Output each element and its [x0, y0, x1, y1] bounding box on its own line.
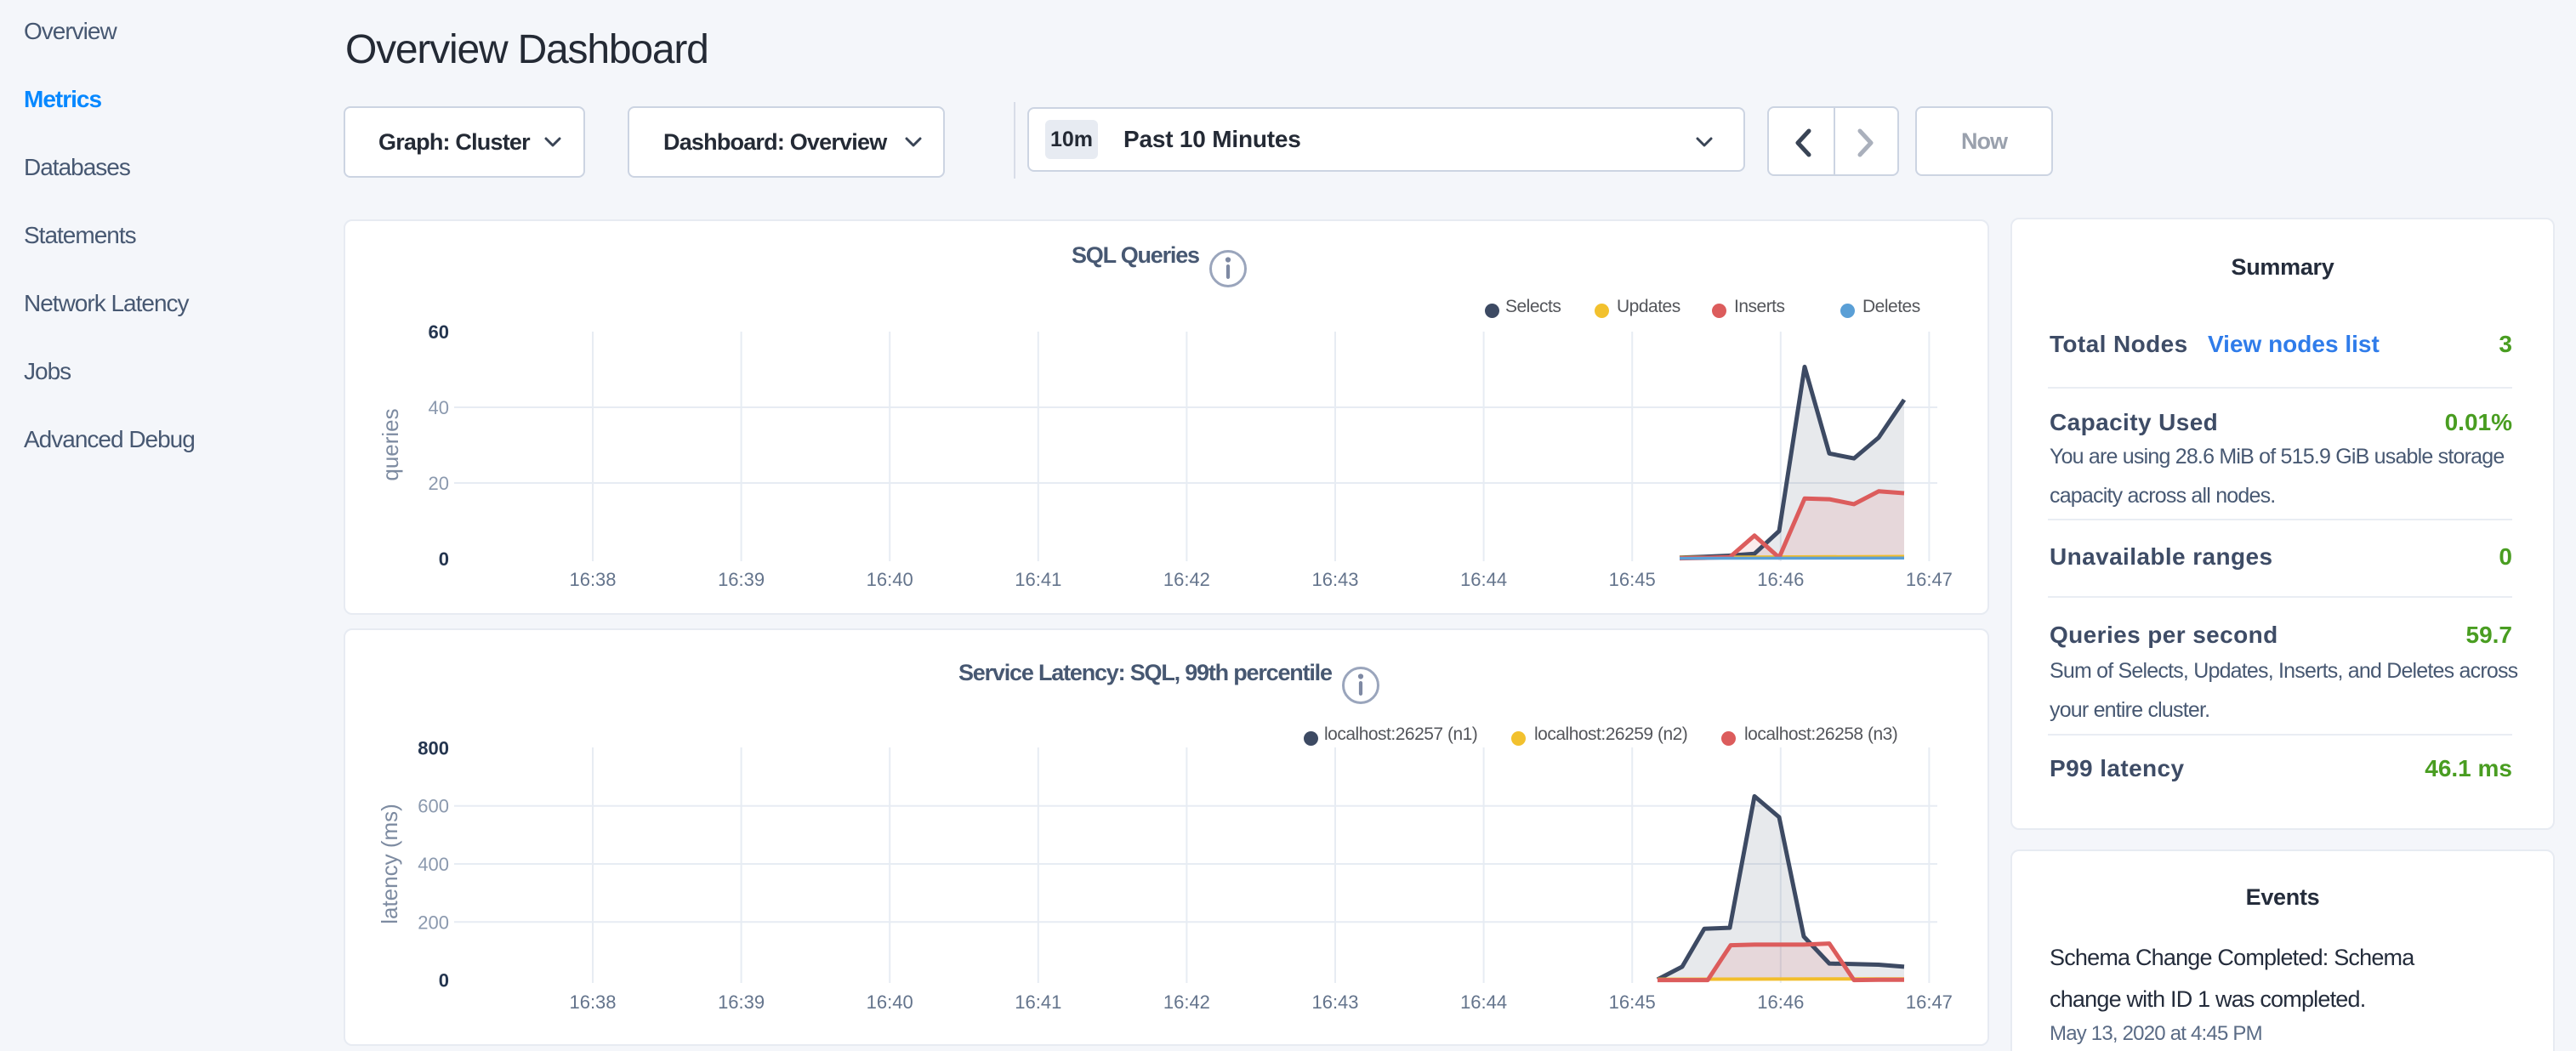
svg-text:400: 400 [418, 854, 449, 875]
svg-text:16:47: 16:47 [1906, 991, 1953, 1013]
svg-text:16:44: 16:44 [1460, 569, 1507, 590]
svg-text:16:39: 16:39 [718, 569, 765, 590]
svg-text:16:43: 16:43 [1311, 991, 1358, 1013]
svg-text:16:43: 16:43 [1311, 569, 1358, 590]
svg-text:16:45: 16:45 [1609, 569, 1656, 590]
svg-text:40: 40 [429, 397, 449, 418]
svg-text:16:44: 16:44 [1460, 991, 1507, 1013]
svg-text:16:41: 16:41 [1015, 569, 1061, 590]
svg-text:16:46: 16:46 [1757, 569, 1804, 590]
svg-text:600: 600 [418, 796, 449, 817]
svg-text:16:42: 16:42 [1163, 569, 1210, 590]
svg-text:16:47: 16:47 [1906, 569, 1953, 590]
svg-text:16:39: 16:39 [718, 991, 765, 1013]
svg-text:16:41: 16:41 [1015, 991, 1061, 1013]
svg-text:16:45: 16:45 [1609, 991, 1656, 1013]
svg-text:200: 200 [418, 912, 449, 933]
svg-text:16:42: 16:42 [1163, 991, 1210, 1013]
svg-text:latency (ms): latency (ms) [377, 804, 402, 924]
svg-text:0: 0 [439, 548, 449, 570]
svg-text:16:40: 16:40 [867, 991, 913, 1013]
svg-text:16:38: 16:38 [569, 991, 616, 1013]
svg-text:0: 0 [439, 970, 449, 991]
svg-text:16:40: 16:40 [867, 569, 913, 590]
svg-text:800: 800 [418, 737, 449, 758]
svg-text:20: 20 [429, 473, 449, 494]
svg-text:queries: queries [378, 408, 403, 480]
svg-text:16:38: 16:38 [569, 569, 616, 590]
svg-text:60: 60 [429, 321, 449, 343]
svg-text:16:46: 16:46 [1757, 991, 1804, 1013]
